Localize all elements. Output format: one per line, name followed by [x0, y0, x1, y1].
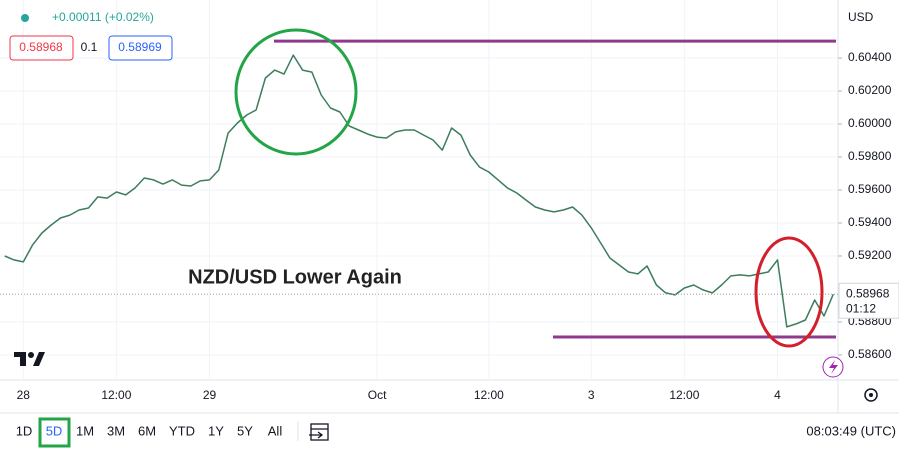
settings-icon[interactable]	[864, 388, 878, 402]
status-dot	[21, 14, 29, 22]
y-tick-label: 0.59400	[848, 215, 892, 229]
selected-range	[38, 417, 71, 448]
current-price: 0.58968	[846, 286, 890, 300]
currency-box[interactable]	[840, 6, 896, 30]
x-tick-label: 12:00	[474, 388, 504, 402]
range-button[interactable]: All	[268, 423, 283, 438]
settings-icon-dot	[869, 393, 873, 397]
x-tick-label: 28	[17, 388, 31, 402]
buy-box[interactable]	[108, 35, 173, 61]
y-tick-label: 0.60000	[848, 116, 892, 130]
x-tick-label: Oct	[368, 388, 387, 402]
countdown: 01:12	[846, 301, 876, 315]
x-tick-label: 3	[588, 388, 595, 402]
price-change: +0.00011 (+0.02%)	[52, 10, 154, 24]
logo	[14, 352, 45, 366]
highlight-circle	[234, 28, 358, 156]
current-price-box	[838, 282, 899, 319]
range-button[interactable]: 5D	[46, 423, 63, 438]
x-tick-label: 29	[203, 388, 217, 402]
price-line	[4, 54, 834, 328]
sell-price[interactable]: 0.58968	[19, 40, 63, 54]
range-button[interactable]: 6M	[138, 423, 156, 438]
x-tick-label: 4	[774, 388, 781, 402]
date-range-icon[interactable]	[309, 423, 329, 441]
range-button[interactable]: 3M	[107, 423, 125, 438]
range-button[interactable]: 1M	[76, 423, 94, 438]
range-button[interactable]: 1D	[16, 423, 33, 438]
y-tick-label: 0.59200	[848, 248, 892, 262]
y-tick-label: 0.59600	[848, 182, 892, 196]
chart-annotation: NZD/USD Lower Again	[188, 266, 402, 288]
spread: 0.1	[81, 40, 98, 54]
x-tick-label: 12:00	[669, 388, 699, 402]
y-tick-label: 0.59800	[848, 149, 892, 163]
range-toolbar: 1D 5D 1M 3M 6M YTD 1Y 5Y All	[16, 423, 283, 438]
range-button[interactable]: YTD	[169, 423, 195, 438]
alert-icon-bolt	[829, 360, 838, 374]
y-tick-label: 0.60400	[848, 50, 892, 64]
y-tick-label: 0.60200	[848, 83, 892, 97]
currency[interactable]: USD	[848, 10, 874, 24]
highlight-circle	[754, 236, 824, 348]
range-button[interactable]: 5Y	[237, 423, 253, 438]
range-button[interactable]: 1Y	[208, 423, 224, 438]
x-tick-label: 12:00	[101, 388, 131, 402]
sell-box[interactable]	[9, 35, 74, 61]
clock: 08:03:49 (UTC)	[806, 423, 896, 438]
buy-price[interactable]: 0.58969	[118, 40, 162, 54]
y-tick-label: 0.58600	[848, 347, 892, 361]
